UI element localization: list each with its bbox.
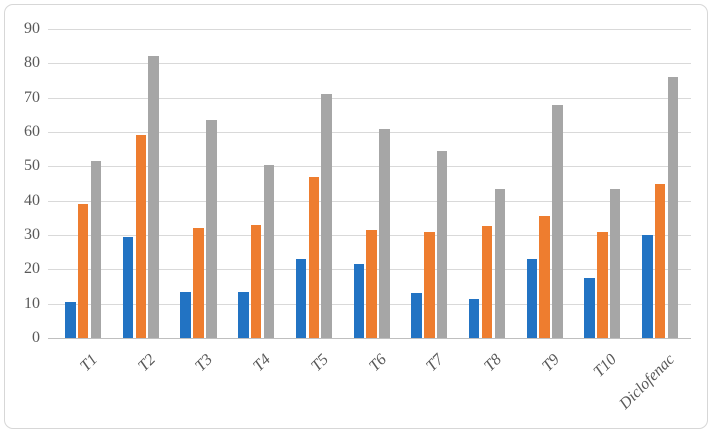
bar-series-1-blue-T10 <box>584 277 595 338</box>
bar-series-3-gray-T4 <box>263 164 275 338</box>
bar-series-3-gray-T9 <box>552 104 563 338</box>
bar-series-2-orange-T5 <box>308 176 320 338</box>
y-axis-tick-label: 80 <box>24 54 40 72</box>
bar-series-3-gray-T1 <box>90 161 102 338</box>
gridline <box>48 97 691 99</box>
y-axis-tick-label: 90 <box>24 20 40 37</box>
gridline <box>48 29 691 30</box>
bar-series-1-blue-T9 <box>526 259 538 338</box>
gridline <box>48 132 691 133</box>
bar-series-2-orange-T1 <box>77 204 89 338</box>
bar-series-1-blue-Diclofenac <box>642 235 653 338</box>
bar-series-1-blue-T6 <box>353 264 364 338</box>
bar-series-2-orange-T7 <box>424 231 435 338</box>
bar-series-2-orange-T8 <box>481 226 493 338</box>
gridline <box>48 166 691 168</box>
bar-series-1-blue-T8 <box>468 298 480 338</box>
bar-series-1-blue-T1 <box>65 301 76 338</box>
bar-series-1-blue-T3 <box>180 291 191 338</box>
bar-series-3-gray-T5 <box>321 94 332 338</box>
gridline <box>48 200 691 202</box>
bar-series-2-orange-T3 <box>193 228 204 338</box>
bar-series-2-orange-T6 <box>366 229 377 338</box>
bar-series-1-blue-T4 <box>238 291 249 338</box>
bar-series-1-blue-T5 <box>295 259 307 338</box>
y-axis-tick-label: 30 <box>24 226 40 243</box>
y-axis-tick-label: 40 <box>24 191 40 209</box>
y-axis-tick-label: 50 <box>24 157 40 175</box>
bar-series-2-orange-T2 <box>135 135 146 338</box>
bar-series-3-gray-Diclofenac <box>667 77 679 338</box>
bar-series-2-orange-Diclofenac <box>654 183 666 338</box>
bar-series-1-blue-T2 <box>122 236 134 338</box>
gridline <box>48 63 691 65</box>
bar-series-2-orange-T4 <box>250 224 262 338</box>
bar-series-2-orange-T9 <box>539 216 550 338</box>
x-axis-line <box>48 338 691 339</box>
bar-series-2-orange-T10 <box>597 231 608 338</box>
y-axis-tick-label: 0 <box>32 329 40 346</box>
bar-series-3-gray-T10 <box>609 188 621 338</box>
chart-border <box>4 4 708 429</box>
bar-series-1-blue-T7 <box>411 293 422 338</box>
bar-series-3-gray-T2 <box>148 56 159 338</box>
bar-series-3-gray-T8 <box>494 188 505 338</box>
bar-series-3-gray-T3 <box>206 119 217 338</box>
y-axis-tick-label: 70 <box>24 88 40 106</box>
y-axis-tick-label: 20 <box>24 260 40 278</box>
y-axis-tick-label: 10 <box>24 294 40 312</box>
y-axis-tick-label: 60 <box>24 123 40 140</box>
bar-series-3-gray-T6 <box>379 128 390 338</box>
bar-series-3-gray-T7 <box>436 150 448 338</box>
